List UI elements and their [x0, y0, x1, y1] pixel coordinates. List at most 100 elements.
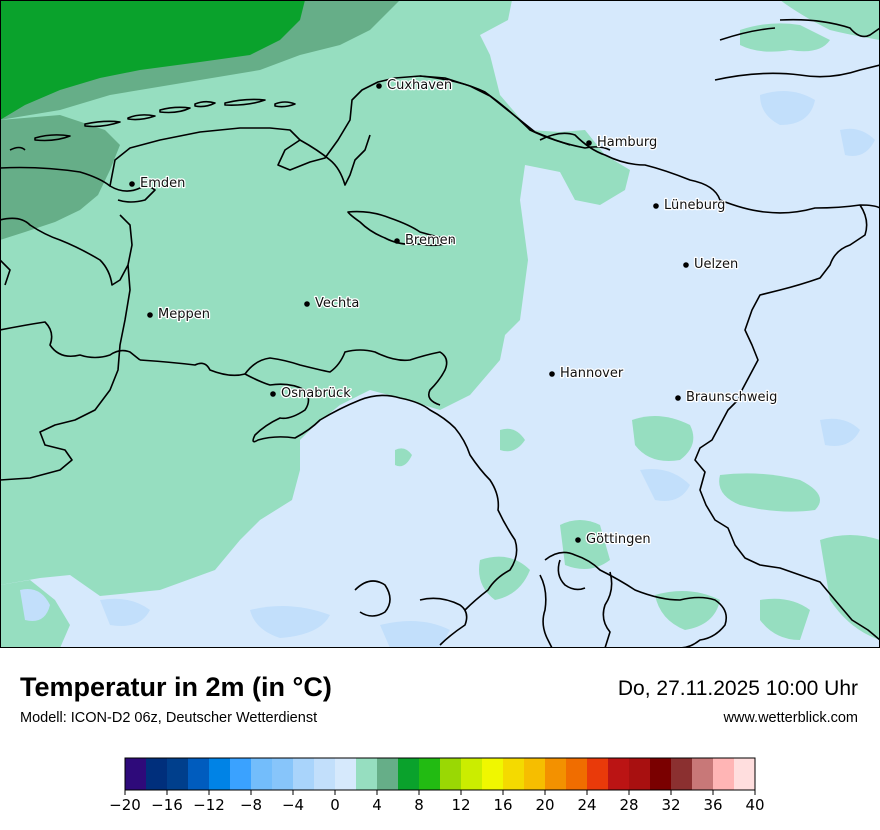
city-marker — [394, 238, 400, 244]
temp-patch — [500, 428, 525, 452]
city-marker — [304, 301, 310, 307]
legend-tick-label: 0 — [330, 796, 340, 814]
legend-swatch — [713, 758, 735, 790]
city-marker — [675, 395, 681, 401]
city-braunschweig[interactable]: Braunschweig — [675, 389, 779, 406]
temp-patch-cold — [840, 128, 875, 156]
website-link[interactable]: www.wetterblick.com — [723, 710, 858, 726]
legend-swatch — [503, 758, 525, 790]
city-label: Lüneburg — [664, 198, 725, 213]
legend-tick-label: −8 — [240, 796, 262, 814]
city-emden[interactable]: Emden — [129, 175, 187, 192]
city-label: Hannover — [560, 366, 624, 381]
temp-patch-cold — [760, 91, 815, 125]
legend-tick-label: 32 — [661, 796, 680, 814]
color-legend: −20 −16 −12 −8 −4 0 4 8 12 16 20 24 28 32 36 40 — [109, 755, 770, 825]
city-label: Braunschweig — [686, 390, 777, 405]
cities: Cuxhaven Hamburg Emden Lüneburg Bremen U… — [129, 77, 779, 548]
city-uelzen[interactable]: Uelzen — [683, 256, 739, 273]
legend-swatch — [146, 758, 168, 790]
borders — [0, 18, 880, 648]
legend-swatch — [167, 758, 189, 790]
legend-tick-label: 4 — [372, 796, 382, 814]
city-marker — [575, 537, 581, 543]
legend-tick-label: 28 — [619, 796, 638, 814]
city-marker — [147, 312, 153, 318]
temp-patch-cold — [640, 469, 690, 501]
legend-swatch — [524, 758, 546, 790]
legend-swatch — [398, 758, 420, 790]
legend-swatch — [209, 758, 231, 790]
city-marker — [129, 181, 135, 187]
legend-swatch — [314, 758, 336, 790]
city-label: Emden — [140, 176, 185, 191]
temp-patch — [760, 598, 810, 640]
legend-swatch — [629, 758, 651, 790]
city-lueneburg[interactable]: Lüneburg — [653, 197, 727, 214]
legend-tick-label: −12 — [193, 796, 225, 814]
legend-swatch — [671, 758, 693, 790]
legend-swatch — [461, 758, 483, 790]
legend-tick-label: 20 — [535, 796, 554, 814]
city-label: Meppen — [158, 307, 210, 322]
city-goettingen[interactable]: Göttingen — [575, 531, 652, 548]
legend-tick-label: −4 — [282, 796, 304, 814]
temp-patch — [740, 23, 830, 52]
city-marker — [683, 262, 689, 268]
legend-swatch — [356, 758, 378, 790]
legend-swatch — [650, 758, 672, 790]
city-label: Osnabrück — [281, 386, 351, 401]
city-bremen[interactable]: Bremen — [394, 232, 457, 249]
legend-tick-label: 40 — [745, 796, 764, 814]
legend-tick-label: 24 — [577, 796, 596, 814]
legend-swatch — [251, 758, 273, 790]
forecast-datetime: Do, 27.11.2025 10:00 Uhr — [617, 677, 858, 700]
legend-swatch — [587, 758, 609, 790]
temp-patch-cold — [250, 606, 330, 638]
city-label: Bremen — [405, 233, 456, 248]
city-marker — [653, 203, 659, 209]
legend-swatch — [419, 758, 441, 790]
legend-swatch — [377, 758, 399, 790]
city-marker — [549, 371, 555, 377]
legend-swatch — [566, 758, 588, 790]
temp-patch — [560, 520, 610, 569]
temp-patch-cold — [380, 621, 450, 648]
temp-patch — [479, 556, 530, 600]
city-hannover[interactable]: Hannover — [549, 365, 625, 382]
legend-frame — [124, 757, 756, 791]
chart-title: Temperatur in 2m (in °C) — [20, 672, 332, 702]
legend-swatch — [440, 758, 462, 790]
legend-swatch — [230, 758, 252, 790]
temp-patch — [780, 0, 880, 40]
city-osnabrueck[interactable]: Osnabrück — [270, 385, 352, 402]
city-vechta[interactable]: Vechta — [304, 295, 361, 312]
city-cuxhaven[interactable]: Cuxhaven — [376, 77, 453, 94]
city-marker — [586, 140, 592, 146]
city-meppen[interactable]: Meppen — [147, 306, 211, 323]
city-label: Göttingen — [586, 532, 651, 547]
city-label: Hamburg — [597, 135, 657, 150]
legend-swatch — [272, 758, 294, 790]
city-hamburg[interactable]: Hamburg — [586, 134, 659, 151]
city-label: Uelzen — [694, 257, 738, 272]
temp-patch-cold — [20, 589, 50, 621]
temp-region-4-6-land — [0, 115, 120, 240]
legend-tick-label: 12 — [451, 796, 470, 814]
temp-patch — [655, 591, 720, 630]
city-marker — [270, 391, 276, 397]
legend-swatch — [734, 758, 756, 790]
temp-region-6-8 — [0, 0, 305, 120]
legend-swatch — [335, 758, 357, 790]
temp-region-2-4 — [0, 0, 630, 596]
temp-patch — [820, 535, 880, 640]
temp-patch — [719, 473, 820, 512]
legend-tick-label: 8 — [414, 796, 424, 814]
city-label: Cuxhaven — [387, 78, 452, 93]
legend-tick-label: −20 — [110, 796, 141, 814]
legend-swatch — [545, 758, 567, 790]
temp-patch-cold — [820, 418, 860, 446]
legend-swatch — [125, 758, 147, 790]
legend-tick-label: 16 — [493, 796, 512, 814]
legend-swatch — [692, 758, 714, 790]
